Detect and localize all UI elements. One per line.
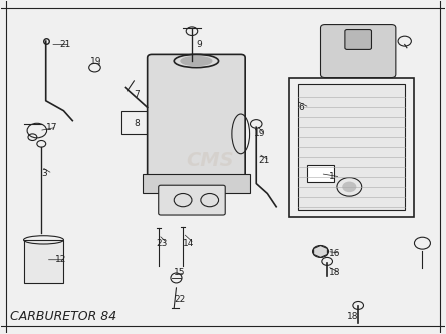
FancyBboxPatch shape [143, 174, 250, 193]
Text: 22: 22 [174, 295, 186, 304]
Text: 21: 21 [259, 156, 270, 165]
Text: CMS: CMS [186, 151, 234, 170]
FancyBboxPatch shape [321, 25, 396, 77]
Text: 16: 16 [330, 248, 341, 258]
Text: 3: 3 [41, 169, 47, 178]
FancyBboxPatch shape [24, 240, 63, 283]
Text: 21: 21 [59, 40, 70, 49]
Text: 8: 8 [134, 120, 140, 129]
Text: 18: 18 [347, 312, 359, 321]
FancyBboxPatch shape [298, 84, 405, 210]
Text: 15: 15 [174, 269, 186, 278]
Text: 17: 17 [45, 123, 57, 132]
Text: 12: 12 [54, 255, 66, 264]
FancyBboxPatch shape [307, 165, 334, 182]
Text: 7: 7 [134, 90, 140, 99]
Text: 23: 23 [157, 239, 168, 248]
FancyBboxPatch shape [345, 29, 372, 49]
Text: 1: 1 [330, 172, 335, 181]
Text: 18: 18 [330, 269, 341, 278]
Text: 19: 19 [90, 56, 102, 65]
FancyBboxPatch shape [159, 185, 225, 215]
Text: 6: 6 [298, 103, 304, 112]
Text: 14: 14 [183, 239, 194, 248]
Circle shape [342, 182, 356, 192]
Text: CARBURETOR 84: CARBURETOR 84 [10, 310, 116, 323]
Text: 19: 19 [254, 129, 265, 138]
Ellipse shape [181, 56, 212, 66]
Text: 9: 9 [196, 40, 202, 49]
FancyBboxPatch shape [148, 54, 245, 187]
